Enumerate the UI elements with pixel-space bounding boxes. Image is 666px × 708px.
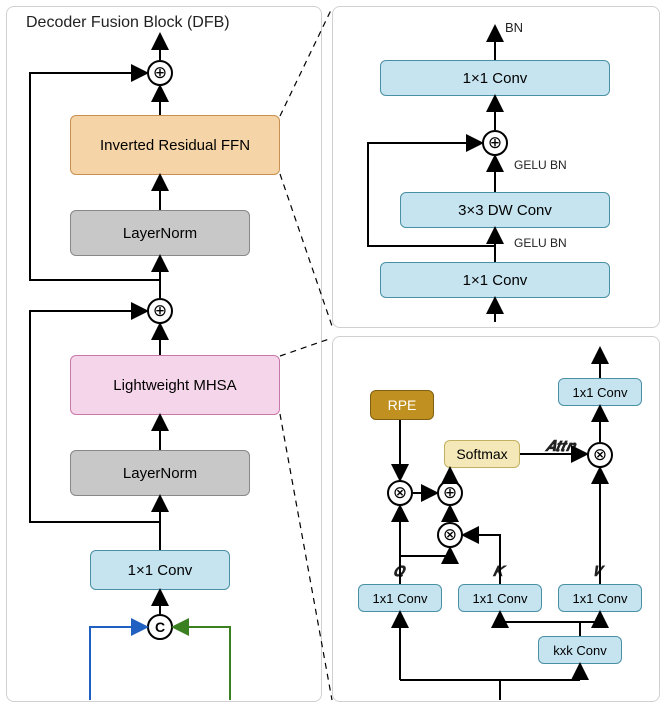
br-add: ⊕ <box>437 480 463 506</box>
tr-dwconv: 3×3 DW Conv <box>400 192 610 228</box>
tr-gelubn2: GELU BN <box>514 236 567 250</box>
br-mul-qk: ⊗ <box>387 480 413 506</box>
br-mul-kk: ⊗ <box>437 522 463 548</box>
qconv: 1x1 Conv <box>358 584 442 612</box>
tr-gelubn1: GELU BN <box>514 158 567 172</box>
k-label: 𝑲 <box>493 563 503 580</box>
attn-label: 𝑨𝒕𝒕𝒏 <box>545 438 575 455</box>
ffn-block: Inverted Residual FFN <box>70 115 280 175</box>
left-panel <box>6 6 322 702</box>
tr-conv-bot: 1×1 Conv <box>380 262 610 298</box>
convout-block: 1x1 Conv <box>558 378 642 406</box>
softmax-block: Softmax <box>444 440 520 468</box>
tr-bn: BN <box>505 20 523 35</box>
kxkconv: kxk Conv <box>538 636 622 664</box>
v-label: 𝑽 <box>593 563 602 580</box>
kconv: 1x1 Conv <box>458 584 542 612</box>
rpe-block: RPE <box>370 390 434 420</box>
left-conv: 1×1 Conv <box>90 550 230 590</box>
tr-conv-top: 1×1 Conv <box>380 60 610 96</box>
diagram-title: Decoder Fusion Block (DFB) <box>26 14 230 32</box>
tr-add: ⊕ <box>482 130 508 156</box>
concat-op: C <box>147 614 173 640</box>
vconv: 1x1 Conv <box>558 584 642 612</box>
layernorm-2: LayerNorm <box>70 450 250 496</box>
layernorm-1: LayerNorm <box>70 210 250 256</box>
add-top: ⊕ <box>147 60 173 86</box>
mhsa-block: Lightweight MHSA <box>70 355 280 415</box>
br-mul-attnv: ⊗ <box>587 442 613 468</box>
q-label: 𝑸 <box>393 563 404 580</box>
add-mid: ⊕ <box>147 298 173 324</box>
